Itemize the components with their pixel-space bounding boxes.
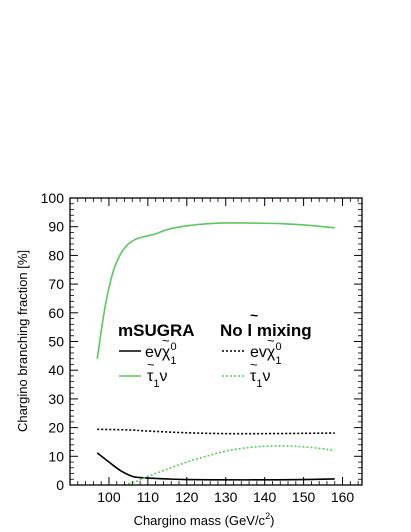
axis-ticks [70,197,362,486]
plot-lines [96,222,335,486]
x-tick-labels: 100 110 120 130 140 150 160 [97,489,354,505]
y-tick-label: 90 [48,219,64,235]
legend-tilde-msugra-stau: ~ [147,357,155,372]
legend-tilde-nomix-chi: ~ [267,333,275,348]
y-tick-label: 80 [48,247,64,263]
legend: mSUGRA evχ10 ~ τ1ν ~ No l mixing ~ evχ10… [118,307,312,390]
x-tick-label: 110 [137,489,160,505]
y-tick-label: 70 [48,276,64,292]
y-axis-label: Chargino branching fraction [%] [15,250,30,432]
x-tick-label: 130 [214,489,238,505]
y-tick-label: 20 [48,420,64,436]
legend-group-msugra: mSUGRA evχ10 ~ τ1ν ~ [118,321,195,390]
x-axis-label-superscript: 2 [265,511,270,521]
series-line-nomix-stau-nu [124,445,335,486]
legend-label-msugra-stau-nu: τ1ν [147,368,167,390]
x-axis-label: Chargino mass (GeV/c2) [134,511,275,528]
series-line-msugra-e-nu-chi [96,452,335,481]
x-tick-label: 140 [253,489,277,505]
series-line-msugra-stau-nu [96,222,335,359]
y-tick-label: 10 [48,448,64,464]
legend-tilde-msugra-chi: ~ [162,333,170,348]
y-tick-label: 40 [48,362,64,378]
x-tick-label: 160 [331,489,355,505]
plot-frame [69,197,363,486]
legend-title-msugra: mSUGRA [118,321,195,340]
legend-title-no-mixing: No l mixing [220,321,312,340]
legend-group-no-mixing: No l mixing ~ evχ10 ~ τ1ν ~ [220,307,312,390]
series-line-nomix-e-nu-chi [97,428,335,435]
x-tick-label: 150 [292,489,316,505]
y-tick-label: 50 [48,334,64,350]
legend-label-nomix-stau-nu: τ1ν [250,368,270,390]
legend-label-msugra-e-nu-chi: evχ10 [145,341,177,367]
y-tick-label: 30 [48,391,64,407]
legend-label-nomix-e-nu-chi: evχ10 [250,341,282,367]
y-tick-labels: 0 10 20 30 40 50 60 70 80 90 100 [41,190,65,493]
y-tick-label: 60 [48,305,64,321]
y-tick-label: 0 [56,477,64,493]
y-tick-label: 100 [41,190,65,206]
legend-tilde-nomix-stau: ~ [250,357,258,372]
x-tick-label: 120 [175,489,199,505]
legend-tilde-no-mixing-title: ~ [250,307,258,323]
x-tick-label: 100 [97,489,121,505]
